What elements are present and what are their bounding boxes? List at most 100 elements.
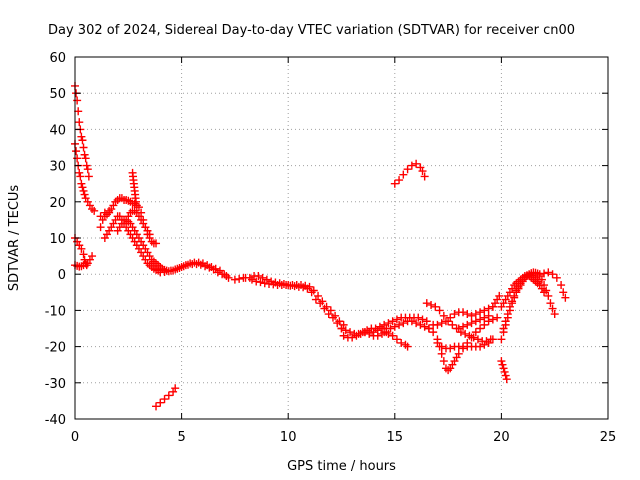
series-s13 <box>241 272 348 329</box>
data-point <box>164 391 173 400</box>
data-point <box>459 322 468 331</box>
series-s19 <box>390 159 429 188</box>
data-point <box>311 295 320 304</box>
data-point <box>247 275 256 284</box>
data-point <box>544 291 553 300</box>
data-point <box>499 324 508 333</box>
data-point <box>535 270 544 279</box>
data-point <box>441 317 450 326</box>
x-tick-label: 0 <box>71 430 79 445</box>
x-tick-label: 20 <box>493 430 510 445</box>
data-point <box>171 384 180 393</box>
series-s26 <box>497 268 559 344</box>
data-point <box>160 395 169 404</box>
y-tick-label: 0 <box>58 268 66 283</box>
data-point <box>484 304 493 313</box>
series-s4 <box>71 259 90 271</box>
data-point <box>201 262 210 271</box>
data-point <box>420 172 429 181</box>
data-point <box>76 172 85 181</box>
data-point <box>414 313 423 322</box>
y-tick-label: 10 <box>49 232 66 247</box>
data-point <box>416 320 425 329</box>
data-point <box>73 96 82 105</box>
data-point <box>399 170 408 179</box>
data-point <box>258 273 267 282</box>
series-s22 <box>429 302 497 329</box>
data-point <box>461 329 470 338</box>
data-point <box>252 277 261 286</box>
data-point <box>465 331 474 340</box>
data-point <box>424 324 433 333</box>
data-point <box>407 317 416 326</box>
y-tick-label: -10 <box>45 304 66 319</box>
data-point <box>484 338 493 347</box>
data-point <box>72 147 81 156</box>
data-point <box>75 118 84 127</box>
data-point <box>535 281 544 290</box>
data-point <box>152 239 161 248</box>
data-point <box>256 278 265 287</box>
data-point <box>403 165 412 174</box>
data-point <box>550 310 559 319</box>
series-s30 <box>535 268 570 302</box>
data-point <box>392 315 401 324</box>
series-s29 <box>497 357 511 384</box>
data-point <box>501 371 510 380</box>
data-point <box>476 308 485 317</box>
data-point <box>450 310 459 319</box>
data-point <box>399 319 408 328</box>
data-point <box>467 319 476 328</box>
data-point <box>433 338 442 347</box>
y-tick-label: -30 <box>45 377 66 392</box>
data-point <box>74 107 83 116</box>
data-point <box>505 302 514 311</box>
data-point <box>222 272 231 281</box>
data-point <box>480 340 489 349</box>
data-point <box>420 322 429 331</box>
data-point <box>435 306 444 315</box>
data-point <box>498 360 507 369</box>
data-point <box>324 310 333 319</box>
data-point <box>446 344 455 353</box>
data-point <box>75 168 84 177</box>
data-point <box>77 179 86 188</box>
data-point <box>360 328 369 337</box>
data-point <box>346 328 355 337</box>
data-point <box>499 364 508 373</box>
data-point <box>557 281 566 290</box>
data-point <box>384 329 393 338</box>
data-point <box>380 328 389 337</box>
data-point <box>269 280 278 289</box>
x-tick-label: 10 <box>280 430 297 445</box>
data-point <box>397 338 406 347</box>
data-point <box>537 275 546 284</box>
data-point <box>82 161 91 170</box>
data-point <box>213 268 222 277</box>
data-point <box>395 320 404 329</box>
data-point <box>390 322 399 331</box>
data-point <box>463 310 472 319</box>
series-s8 <box>124 206 154 239</box>
data-point <box>561 293 570 302</box>
data-point <box>418 167 427 176</box>
data-point <box>388 331 397 340</box>
y-tick-label: -40 <box>45 413 66 428</box>
data-point <box>463 320 472 329</box>
chart-title: Day 302 of 2024, Sidereal Day-to-day VTE… <box>48 23 575 38</box>
data-point <box>348 333 357 342</box>
data-point <box>497 335 506 344</box>
data-point <box>365 329 374 338</box>
series-s25 <box>488 291 504 311</box>
data-point <box>100 208 109 217</box>
series-s20 <box>424 313 502 375</box>
data-point <box>78 183 87 192</box>
data-point <box>497 357 506 366</box>
data-point <box>175 264 184 273</box>
series-s11 <box>166 260 231 281</box>
data-point <box>73 154 82 163</box>
series-s18 <box>380 328 412 351</box>
data-point <box>282 281 291 290</box>
data-point <box>459 308 468 317</box>
